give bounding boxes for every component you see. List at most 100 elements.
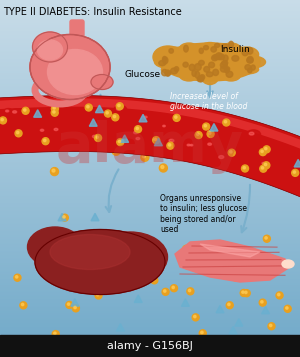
Circle shape (261, 167, 264, 169)
Bar (0, 208, 300, 209)
Circle shape (245, 291, 247, 293)
Circle shape (223, 119, 230, 126)
Ellipse shape (223, 55, 228, 61)
Ellipse shape (249, 132, 254, 135)
Bar (0, 355, 300, 356)
Bar (0, 353, 300, 354)
Circle shape (187, 288, 194, 295)
Circle shape (264, 163, 267, 166)
Bar (0, 88, 300, 89)
Circle shape (154, 138, 157, 141)
Bar (0, 309, 300, 310)
Bar (0, 77, 300, 78)
Ellipse shape (165, 70, 170, 76)
Bar (0, 186, 300, 187)
Bar (0, 177, 300, 178)
Bar (0, 79, 300, 80)
Bar (0, 203, 300, 204)
Text: alamy: alamy (56, 120, 244, 174)
Bar (0, 319, 300, 320)
Bar (0, 262, 300, 263)
Circle shape (97, 264, 104, 271)
Circle shape (75, 250, 82, 257)
Polygon shape (95, 105, 104, 113)
Bar (0, 193, 300, 194)
Bar (0, 348, 300, 349)
Bar (0, 113, 300, 114)
Bar (0, 204, 300, 205)
Ellipse shape (204, 66, 210, 72)
Circle shape (208, 132, 211, 134)
Circle shape (228, 303, 230, 306)
Polygon shape (139, 114, 147, 122)
Bar (0, 69, 300, 70)
Bar (0, 124, 300, 125)
Bar (0, 284, 300, 285)
Bar (0, 132, 300, 133)
Bar (0, 160, 300, 161)
Circle shape (106, 111, 108, 114)
Bar (0, 312, 300, 313)
Polygon shape (210, 124, 218, 131)
Circle shape (242, 291, 244, 293)
Circle shape (162, 288, 169, 295)
Ellipse shape (238, 56, 266, 68)
Circle shape (265, 147, 267, 150)
Bar (0, 107, 300, 108)
Ellipse shape (35, 230, 165, 295)
Bar (0, 252, 300, 253)
Bar (0, 109, 300, 110)
Bar (0, 96, 300, 97)
Bar (0, 119, 300, 120)
Circle shape (134, 126, 142, 133)
Circle shape (228, 149, 235, 156)
Ellipse shape (247, 56, 253, 63)
Ellipse shape (163, 125, 165, 127)
Circle shape (61, 214, 68, 221)
Circle shape (52, 331, 59, 338)
Circle shape (240, 290, 247, 296)
Bar (0, 39, 300, 40)
Ellipse shape (92, 135, 97, 138)
Bar (0, 126, 300, 127)
Circle shape (203, 123, 210, 130)
Circle shape (114, 149, 117, 152)
Bar (0, 47, 300, 48)
Bar (0, 299, 300, 300)
Bar (0, 201, 300, 202)
Ellipse shape (131, 129, 143, 137)
Bar (0, 45, 300, 46)
Bar (0, 223, 300, 224)
Bar (0, 261, 300, 262)
Bar (0, 318, 300, 319)
Ellipse shape (40, 129, 44, 131)
Bar (0, 197, 300, 198)
Circle shape (51, 109, 58, 116)
Circle shape (153, 137, 160, 144)
Bar (0, 36, 300, 37)
Ellipse shape (216, 153, 231, 163)
Bar (0, 212, 300, 213)
Bar (0, 337, 300, 338)
Text: TYPE II DIABETES: Insulin Resistance: TYPE II DIABETES: Insulin Resistance (4, 7, 182, 17)
Ellipse shape (161, 65, 186, 74)
Bar (0, 153, 300, 154)
Bar (0, 90, 300, 91)
Bar (0, 272, 300, 273)
Polygon shape (58, 213, 66, 221)
Circle shape (85, 104, 92, 111)
Bar (0, 242, 300, 243)
Bar (0, 323, 300, 324)
Ellipse shape (92, 232, 167, 282)
Bar (0, 330, 300, 331)
Bar (0, 230, 300, 231)
Polygon shape (200, 244, 260, 257)
Circle shape (111, 265, 118, 272)
Circle shape (278, 293, 280, 296)
Bar (0, 340, 300, 341)
Circle shape (113, 266, 115, 268)
Circle shape (175, 116, 177, 118)
Bar (0, 308, 300, 309)
Bar (0, 63, 300, 64)
Bar (0, 248, 300, 249)
